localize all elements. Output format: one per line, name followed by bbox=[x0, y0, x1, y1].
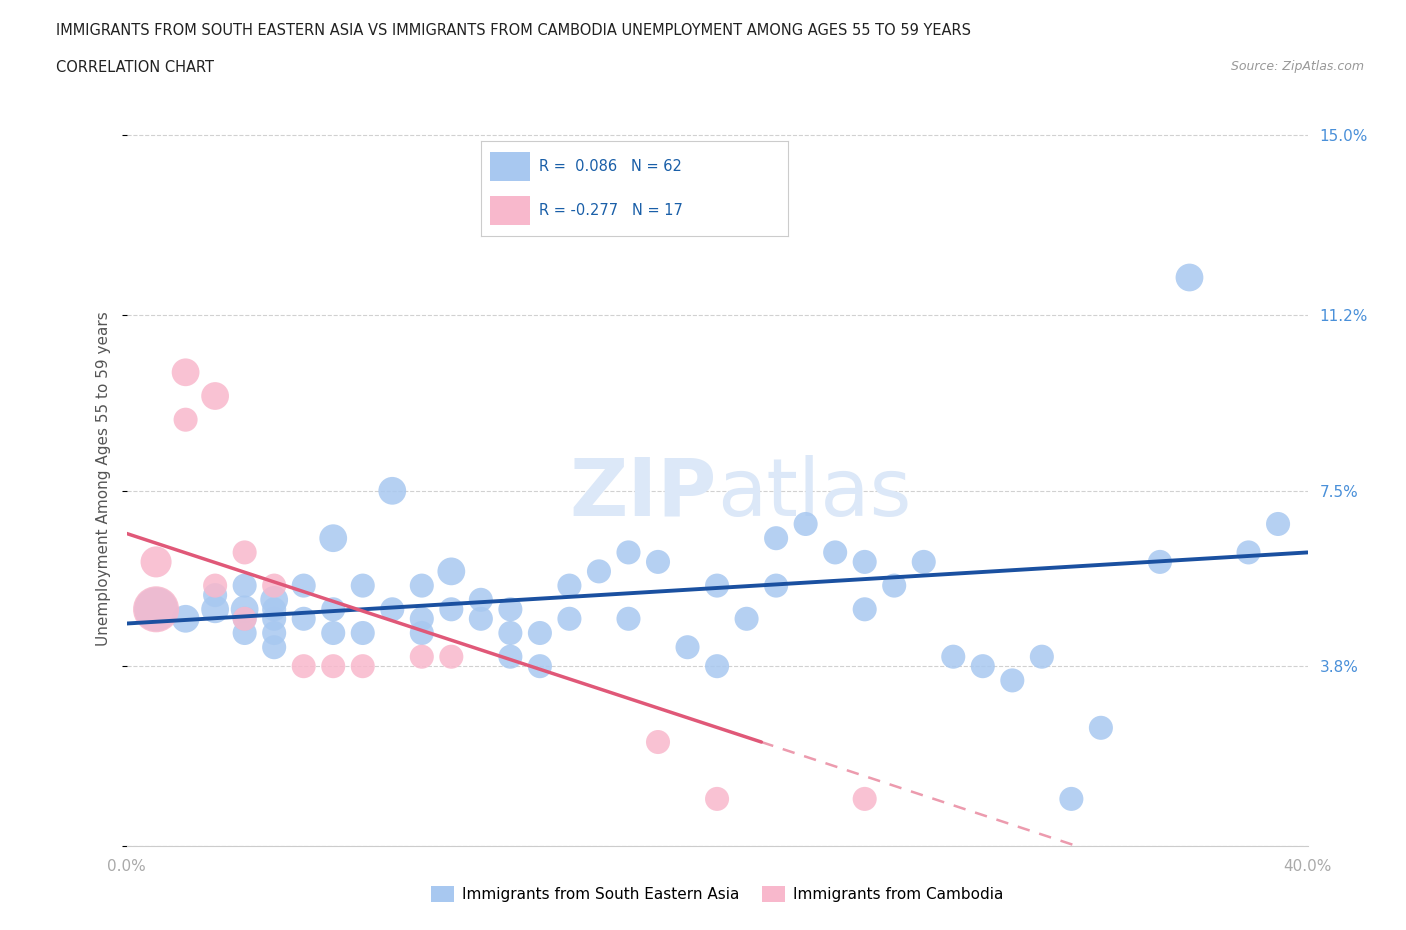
Point bbox=[263, 626, 285, 641]
Point bbox=[263, 592, 285, 607]
Point bbox=[174, 611, 197, 626]
Text: CORRELATION CHART: CORRELATION CHART bbox=[56, 60, 214, 75]
Point bbox=[322, 626, 344, 641]
Point bbox=[765, 531, 787, 546]
Point bbox=[912, 554, 935, 569]
Point bbox=[1001, 673, 1024, 688]
Point bbox=[706, 791, 728, 806]
Point bbox=[706, 578, 728, 593]
Point bbox=[174, 412, 197, 427]
Point bbox=[529, 626, 551, 641]
Point bbox=[352, 578, 374, 593]
Point bbox=[440, 649, 463, 664]
Point bbox=[233, 578, 256, 593]
Point bbox=[381, 602, 404, 617]
Point bbox=[853, 791, 876, 806]
Point bbox=[145, 602, 167, 617]
Point bbox=[233, 545, 256, 560]
Point bbox=[617, 611, 640, 626]
Point bbox=[647, 554, 669, 569]
Point bbox=[204, 389, 226, 404]
Point bbox=[824, 545, 846, 560]
Point bbox=[411, 611, 433, 626]
Point bbox=[529, 658, 551, 673]
Point bbox=[883, 578, 905, 593]
Point bbox=[263, 611, 285, 626]
Point bbox=[470, 611, 492, 626]
Point bbox=[706, 658, 728, 673]
Point bbox=[735, 611, 758, 626]
Point bbox=[263, 578, 285, 593]
Point bbox=[853, 554, 876, 569]
Point bbox=[263, 640, 285, 655]
Text: ZIP: ZIP bbox=[569, 455, 717, 533]
Point bbox=[1149, 554, 1171, 569]
Point bbox=[263, 602, 285, 617]
Y-axis label: Unemployment Among Ages 55 to 59 years: Unemployment Among Ages 55 to 59 years bbox=[96, 312, 111, 646]
Point bbox=[411, 578, 433, 593]
Point bbox=[588, 564, 610, 578]
Point bbox=[676, 640, 699, 655]
Point bbox=[440, 602, 463, 617]
Point bbox=[233, 626, 256, 641]
Point bbox=[647, 735, 669, 750]
Point bbox=[1031, 649, 1053, 664]
Point bbox=[352, 626, 374, 641]
Point bbox=[145, 554, 167, 569]
Point bbox=[794, 516, 817, 531]
Point bbox=[558, 611, 581, 626]
Point bbox=[558, 578, 581, 593]
Point bbox=[1267, 516, 1289, 531]
Point bbox=[1090, 721, 1112, 736]
Text: Source: ZipAtlas.com: Source: ZipAtlas.com bbox=[1230, 60, 1364, 73]
Point bbox=[942, 649, 965, 664]
Point bbox=[233, 602, 256, 617]
Point bbox=[381, 484, 404, 498]
Text: atlas: atlas bbox=[717, 455, 911, 533]
Point bbox=[204, 602, 226, 617]
Point bbox=[1237, 545, 1260, 560]
Point bbox=[1178, 270, 1201, 285]
Point bbox=[292, 658, 315, 673]
Point bbox=[440, 564, 463, 578]
Point bbox=[470, 592, 492, 607]
Point bbox=[352, 658, 374, 673]
Point bbox=[499, 649, 522, 664]
Point bbox=[411, 649, 433, 664]
Point bbox=[204, 578, 226, 593]
Point bbox=[292, 578, 315, 593]
Point bbox=[322, 531, 344, 546]
Point bbox=[972, 658, 994, 673]
Legend: Immigrants from South Eastern Asia, Immigrants from Cambodia: Immigrants from South Eastern Asia, Immi… bbox=[425, 881, 1010, 909]
Point bbox=[411, 626, 433, 641]
Point bbox=[233, 611, 256, 626]
Point bbox=[853, 602, 876, 617]
Point bbox=[204, 588, 226, 603]
Point bbox=[322, 602, 344, 617]
Point bbox=[1060, 791, 1083, 806]
Text: IMMIGRANTS FROM SOUTH EASTERN ASIA VS IMMIGRANTS FROM CAMBODIA UNEMPLOYMENT AMON: IMMIGRANTS FROM SOUTH EASTERN ASIA VS IM… bbox=[56, 23, 972, 38]
Point bbox=[499, 626, 522, 641]
Point bbox=[292, 611, 315, 626]
Point bbox=[233, 611, 256, 626]
Point bbox=[174, 365, 197, 379]
Point bbox=[322, 658, 344, 673]
Point bbox=[617, 545, 640, 560]
Point bbox=[499, 602, 522, 617]
Point bbox=[765, 578, 787, 593]
Point bbox=[145, 602, 167, 617]
